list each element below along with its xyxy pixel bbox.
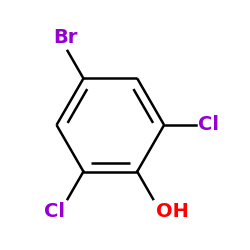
- Text: OH: OH: [156, 202, 188, 220]
- Text: Br: Br: [53, 28, 77, 47]
- Text: Cl: Cl: [44, 202, 65, 220]
- Text: Cl: Cl: [198, 116, 219, 134]
